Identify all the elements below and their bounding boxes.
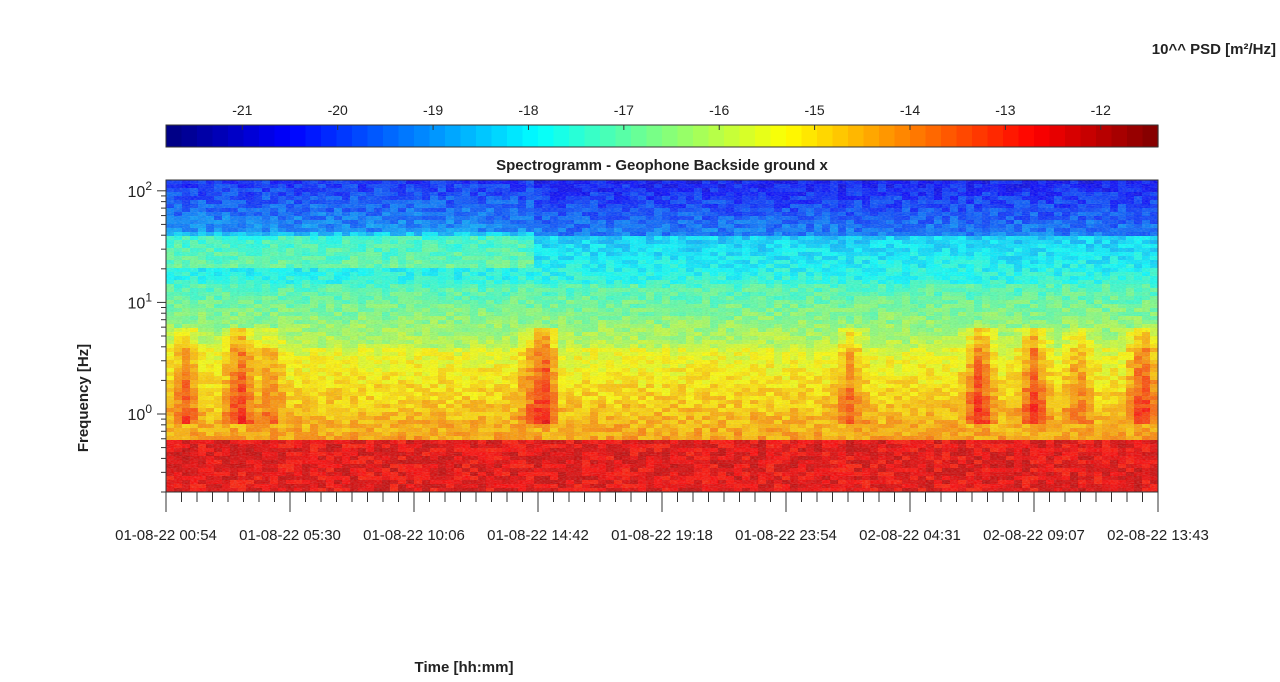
colorbar-segment	[972, 125, 988, 147]
colorbar-segment	[166, 125, 182, 147]
colorbar-segment	[197, 125, 213, 147]
colorbar-tick-label: -15	[804, 102, 824, 118]
colorbar-segment	[864, 125, 880, 147]
colorbar-segment	[879, 125, 895, 147]
colorbar-segment	[926, 125, 942, 147]
colorbar-segment	[259, 125, 275, 147]
colorbar-segment	[957, 125, 973, 147]
colorbar-tick-label: -19	[423, 102, 443, 118]
colorbar-tick-label: -18	[518, 102, 538, 118]
colorbar-tick-label: -17	[614, 102, 634, 118]
colorbar-segment	[352, 125, 368, 147]
colorbar-segment	[647, 125, 663, 147]
colorbar-label: 10^^ PSD [m²/Hz]	[1152, 41, 1276, 58]
colorbar-segment	[228, 125, 244, 147]
colorbar-segment	[600, 125, 616, 147]
heatmap-area	[166, 180, 1159, 493]
colorbar-segment	[445, 125, 461, 147]
colorbar-segment	[740, 125, 756, 147]
colorbar-segment	[662, 125, 678, 147]
colorbar-segment	[1019, 125, 1035, 147]
colorbar-segment	[771, 125, 787, 147]
colorbar-tick-label: -12	[1091, 102, 1111, 118]
colorbar-segment	[430, 125, 446, 147]
colorbar-segment	[213, 125, 229, 147]
colorbar-segment	[399, 125, 415, 147]
colorbar-segment	[321, 125, 337, 147]
colorbar-segment	[306, 125, 322, 147]
colorbar-segment	[1112, 125, 1128, 147]
colorbar-segment	[492, 125, 508, 147]
colorbar-segment	[678, 125, 694, 147]
colorbar-segment	[290, 125, 306, 147]
colorbar-segment	[476, 125, 492, 147]
colorbar-segment	[833, 125, 849, 147]
colorbar-segment	[724, 125, 740, 147]
colorbar-segment	[709, 125, 725, 147]
colorbar	[166, 125, 1159, 147]
colorbar-segment	[507, 125, 523, 147]
colorbar-segment	[1143, 125, 1159, 147]
colorbar-segment	[585, 125, 601, 147]
colorbar-tick-label: -21	[232, 102, 252, 118]
colorbar-segment	[554, 125, 570, 147]
colorbar-segment	[786, 125, 802, 147]
colorbar-segment	[569, 125, 585, 147]
colorbar-segment	[461, 125, 477, 147]
colorbar-segment	[538, 125, 554, 147]
colorbar-segment	[244, 125, 260, 147]
colorbar-segment	[988, 125, 1004, 147]
colorbar-tick-label: -16	[709, 102, 729, 118]
colorbar-segment	[368, 125, 384, 147]
colorbar-tick-label: -20	[328, 102, 348, 118]
colorbar-segment	[383, 125, 399, 147]
colorbar-segment	[1065, 125, 1081, 147]
colorbar-tick-label: -13	[995, 102, 1015, 118]
colorbar-segment	[631, 125, 647, 147]
colorbar-segment	[523, 125, 539, 147]
colorbar-segment	[1127, 125, 1143, 147]
colorbar-segment	[337, 125, 353, 147]
colorbar-segment	[1050, 125, 1066, 147]
colorbar-segment	[693, 125, 709, 147]
colorbar-segment	[755, 125, 771, 147]
colorbar-segment	[1096, 125, 1112, 147]
colorbar-segment	[1034, 125, 1050, 147]
colorbar-segment	[910, 125, 926, 147]
colorbar-segment	[817, 125, 833, 147]
colorbar-tick-label: -14	[900, 102, 920, 118]
colorbar-segment	[895, 125, 911, 147]
colorbar-segment	[1081, 125, 1097, 147]
colorbar-segment	[275, 125, 291, 147]
chart-title: Spectrogramm - Geophone Backside ground …	[496, 157, 828, 174]
colorbar-segment	[414, 125, 430, 147]
colorbar-segment	[941, 125, 957, 147]
colorbar-segment	[182, 125, 198, 147]
colorbar-segment	[848, 125, 864, 147]
colorbar-segment	[802, 125, 818, 147]
